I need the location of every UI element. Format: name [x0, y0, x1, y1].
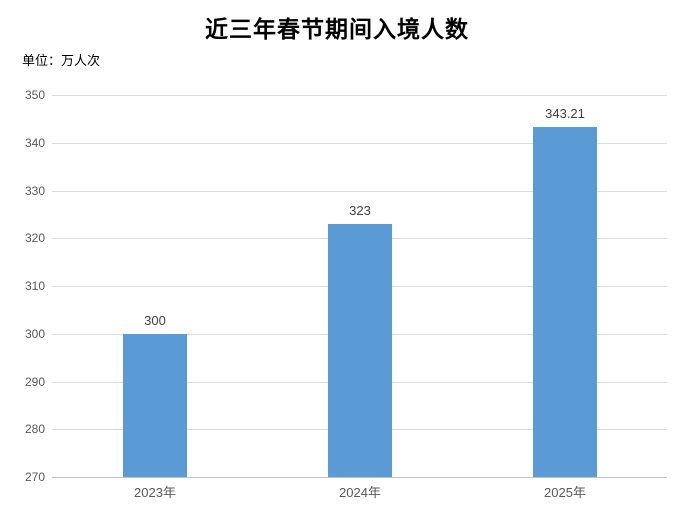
bar-2023年 — [123, 334, 187, 477]
y-axis-tick-label: 290 — [24, 375, 45, 389]
bar-value-label: 300 — [144, 313, 166, 328]
y-axis-tick-label: 270 — [24, 470, 45, 484]
x-axis-tick-label: 2023年 — [134, 485, 176, 500]
y-axis-tick-label: 310 — [24, 279, 45, 293]
y-axis-tick-label: 340 — [24, 136, 45, 150]
chart-title: 近三年春节期间入境人数 — [205, 17, 469, 42]
unit-label: 单位：万人次 — [22, 53, 101, 68]
y-axis-tick-label: 280 — [24, 422, 45, 436]
bar-2025年 — [533, 127, 597, 477]
bar-2024年 — [328, 224, 392, 477]
gridline — [52, 191, 667, 192]
x-axis-tick-label: 2024年 — [339, 485, 381, 500]
y-axis-tick-label: 300 — [24, 327, 45, 341]
bar-value-label: 343.21 — [545, 106, 585, 121]
gridline — [52, 143, 667, 144]
bar-value-label: 323 — [349, 203, 371, 218]
y-axis-tick-label: 320 — [24, 231, 45, 245]
y-axis-tick-label: 350 — [24, 88, 45, 102]
gridline — [52, 95, 667, 96]
x-axis-tick-label: 2025年 — [544, 485, 586, 500]
y-axis-tick-label: 330 — [24, 184, 45, 198]
x-axis-line — [52, 477, 667, 478]
